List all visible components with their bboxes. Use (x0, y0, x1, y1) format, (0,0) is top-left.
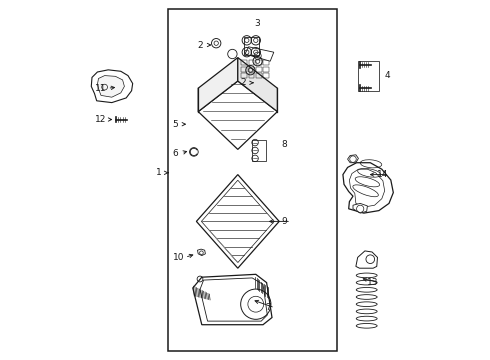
Text: 4: 4 (384, 71, 390, 80)
Polygon shape (353, 203, 368, 213)
Bar (263, 60, 269, 65)
Bar (248, 67, 254, 72)
Bar (245, 37, 259, 55)
Polygon shape (198, 58, 238, 112)
Text: 10: 10 (172, 253, 184, 262)
Polygon shape (347, 155, 358, 163)
Bar (242, 73, 247, 78)
Polygon shape (197, 249, 205, 256)
Text: 5: 5 (172, 120, 178, 129)
Polygon shape (193, 274, 272, 325)
Polygon shape (343, 163, 393, 213)
Bar (358, 61, 379, 91)
Bar (256, 67, 262, 72)
Bar (263, 67, 269, 72)
Polygon shape (245, 47, 274, 61)
Polygon shape (198, 81, 277, 149)
Bar (256, 73, 262, 78)
Bar (256, 60, 262, 65)
Polygon shape (356, 251, 377, 268)
Polygon shape (201, 180, 274, 262)
Text: 2: 2 (197, 41, 203, 50)
Polygon shape (91, 70, 133, 103)
Polygon shape (349, 169, 385, 207)
Text: 13: 13 (367, 278, 379, 287)
Text: 6: 6 (172, 149, 178, 158)
Polygon shape (238, 58, 277, 112)
Polygon shape (196, 175, 279, 268)
Text: 9: 9 (282, 217, 288, 226)
Bar (263, 73, 269, 78)
Polygon shape (98, 76, 124, 97)
Bar (242, 67, 247, 72)
Polygon shape (200, 278, 268, 321)
Text: 8: 8 (281, 140, 287, 149)
Bar (168, 9, 337, 351)
Text: 1: 1 (156, 168, 162, 177)
Text: 3: 3 (255, 19, 261, 28)
Text: 12: 12 (96, 115, 107, 124)
Bar (252, 140, 266, 161)
Bar (242, 60, 247, 65)
Text: 2: 2 (241, 78, 246, 87)
Bar (248, 60, 254, 65)
Bar (248, 73, 254, 78)
Text: 11: 11 (95, 84, 107, 93)
Text: 14: 14 (377, 170, 388, 179)
Text: 7: 7 (266, 303, 271, 312)
